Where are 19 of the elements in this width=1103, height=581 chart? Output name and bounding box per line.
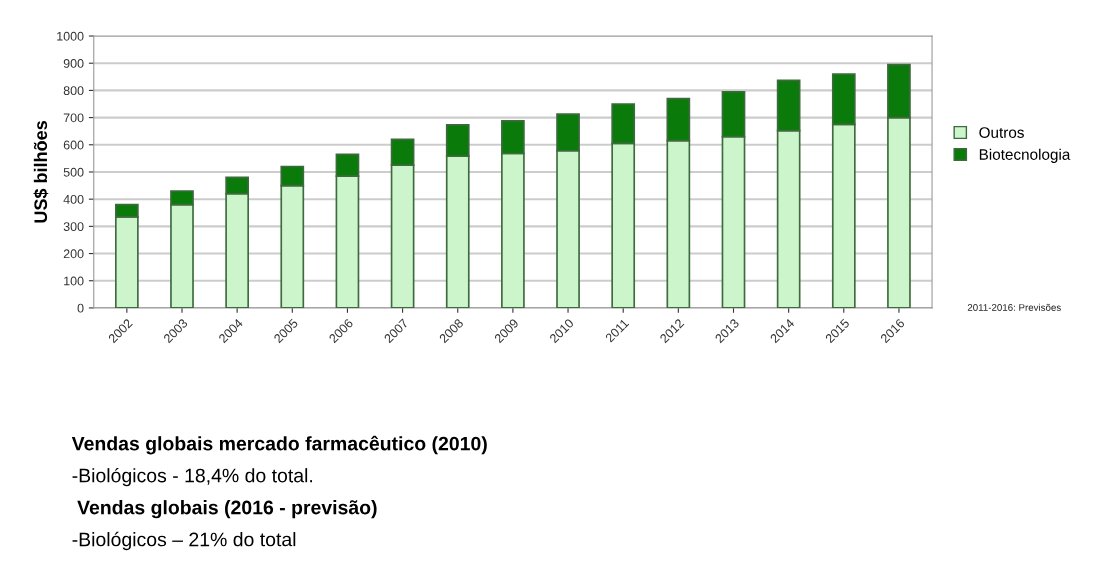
y-axis-title: US$ bilhões bbox=[33, 121, 49, 223]
text: Vendas globais (2016 - previsão) bbox=[77, 500, 377, 519]
y-tick-label: 1000 bbox=[57, 31, 84, 41]
y-tick-label: 800 bbox=[63, 86, 84, 96]
text: -Biológicos - 18,4% do total. bbox=[72, 467, 313, 487]
text: Vendas globais mercado farmacêutico (2010) bbox=[71, 435, 487, 455]
legend-label: Outros bbox=[979, 127, 1024, 138]
y-tick-label: 600 bbox=[63, 140, 84, 150]
y-tick-label: 700 bbox=[63, 113, 84, 123]
y-tick-label: 400 bbox=[63, 194, 84, 204]
y-tick-label: 300 bbox=[63, 222, 84, 232]
y-tick-label: 900 bbox=[63, 59, 84, 68]
text: 2011-2016: Previsões bbox=[967, 303, 1061, 311]
y-tick-label: 0 bbox=[77, 303, 84, 313]
legend-label: Biotecnologia bbox=[979, 148, 1071, 163]
text: -Biológicos – 21% do total bbox=[72, 531, 296, 551]
y-tick-label: 500 bbox=[63, 167, 84, 177]
y-tick-label: 100 bbox=[64, 276, 84, 286]
y-tick-label: 200 bbox=[63, 249, 84, 259]
